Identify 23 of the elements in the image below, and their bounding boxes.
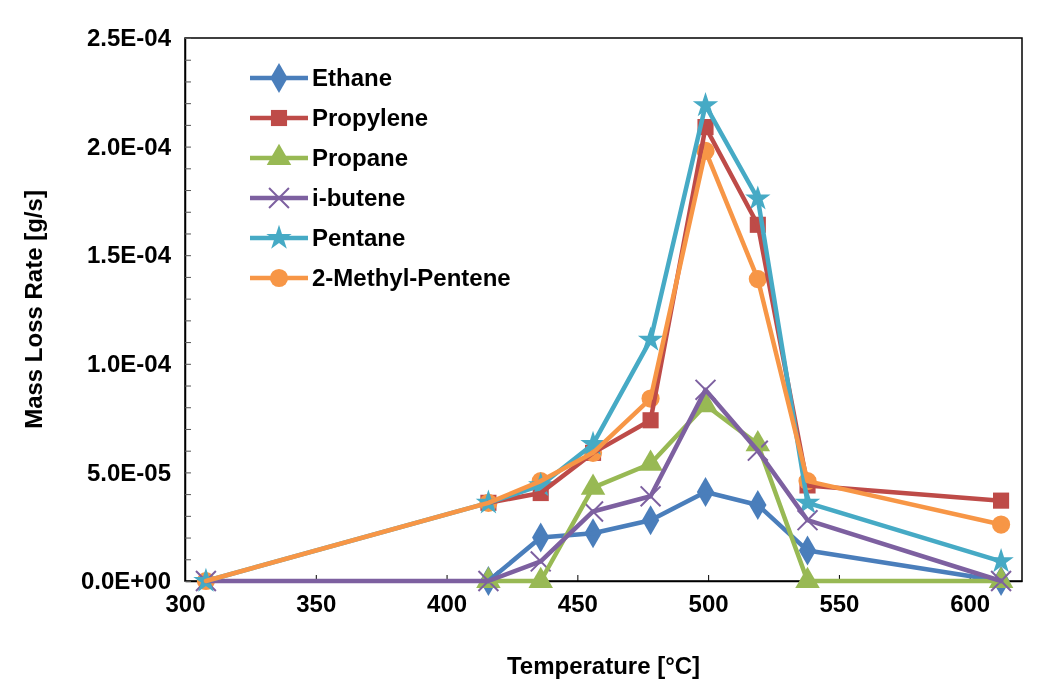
point [694,378,717,401]
point [796,509,819,532]
y-tick-label: 2.0E-04 [86,132,172,160]
legend-label: Propylene [312,104,429,132]
legend-label: Pentane [312,224,406,252]
legend-label: i-butene [312,184,406,212]
legend-label: 2-Methyl-Pentene [312,264,511,292]
point [529,550,552,573]
x-tick-label: 350 [296,590,337,618]
x-tick-label: 450 [557,590,598,618]
x-tick-label: 600 [950,590,991,618]
x-tick-label: 500 [688,590,729,618]
x-axis-title: Temperature [°C] [506,652,701,679]
y-tick-label: 2.5E-04 [86,24,172,52]
y-tick-label: 1.0E-04 [86,349,172,377]
point [639,485,662,508]
legend-label: Propane [312,144,409,172]
y-tick-label: 1.5E-04 [86,241,172,269]
x-tick-label: 550 [819,590,860,618]
y-tick-label: 5.0E-05 [86,458,171,486]
y-axis-title: Mass Loss Rate [g/s] [20,190,47,429]
x-tick-label: 400 [427,590,468,618]
legend-label: Ethane [312,64,393,92]
